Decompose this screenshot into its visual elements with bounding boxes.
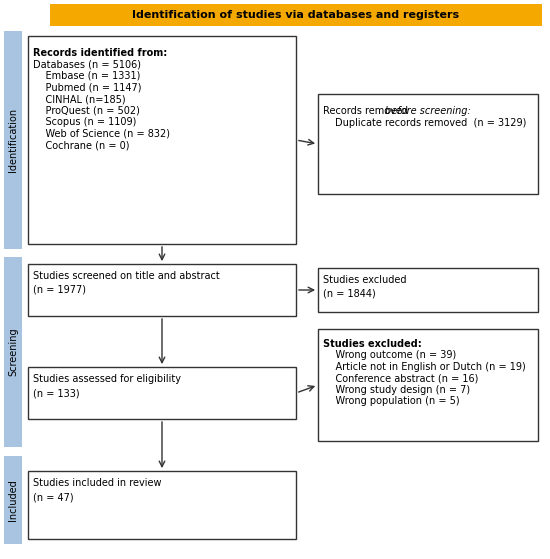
Bar (4, 456, 22, 544)
Bar (28, 367, 296, 419)
Bar (28, 36, 296, 244)
Bar (318, 268, 538, 312)
Text: Studies excluded
(n = 1844): Studies excluded (n = 1844) (323, 275, 406, 299)
Text: before screening:: before screening: (385, 106, 471, 116)
Text: Included: Included (8, 479, 18, 521)
Text: Article not in English or Dutch (n = 19): Article not in English or Dutch (n = 19) (323, 362, 526, 372)
Text: Identification of studies via databases and registers: Identification of studies via databases … (133, 10, 460, 20)
Text: Wrong outcome (n = 39): Wrong outcome (n = 39) (323, 350, 456, 361)
Text: Cochrane (n = 0): Cochrane (n = 0) (33, 140, 129, 150)
Bar (4, 31, 22, 249)
Text: Conference abstract (n = 16): Conference abstract (n = 16) (323, 373, 478, 383)
Text: Wrong study design (n = 7): Wrong study design (n = 7) (323, 385, 470, 395)
Text: Studies excluded:: Studies excluded: (323, 339, 422, 349)
Text: CINHAL (n=185): CINHAL (n=185) (33, 94, 125, 104)
Text: Scopus (n = 1109): Scopus (n = 1109) (33, 117, 136, 127)
Text: Studies assessed for eligibility
(n = 133): Studies assessed for eligibility (n = 13… (33, 374, 181, 398)
Text: Duplicate records removed  (n = 3129): Duplicate records removed (n = 3129) (335, 117, 526, 127)
Text: Records removed: Records removed (323, 106, 411, 116)
Text: Web of Science (n = 832): Web of Science (n = 832) (33, 129, 170, 139)
Text: ProQuest (n = 502): ProQuest (n = 502) (33, 106, 140, 116)
Text: Identification: Identification (8, 108, 18, 172)
Bar (318, 329, 538, 441)
Bar (28, 471, 296, 539)
Bar (50, 4, 542, 26)
Text: Studies screened on title and abstract
(n = 1977): Studies screened on title and abstract (… (33, 271, 220, 295)
Text: Pubmed (n = 1147): Pubmed (n = 1147) (33, 83, 141, 92)
Text: Records identified from:: Records identified from: (33, 48, 167, 58)
Bar (28, 264, 296, 316)
Text: Studies included in review
(n = 47): Studies included in review (n = 47) (33, 478, 162, 502)
Text: Screening: Screening (8, 328, 18, 376)
Text: Databases (n = 5106): Databases (n = 5106) (33, 59, 141, 69)
Text: Wrong population (n = 5): Wrong population (n = 5) (323, 396, 460, 406)
Bar (318, 94, 538, 194)
Text: Embase (n = 1331): Embase (n = 1331) (33, 71, 140, 81)
Bar (4, 257, 22, 447)
